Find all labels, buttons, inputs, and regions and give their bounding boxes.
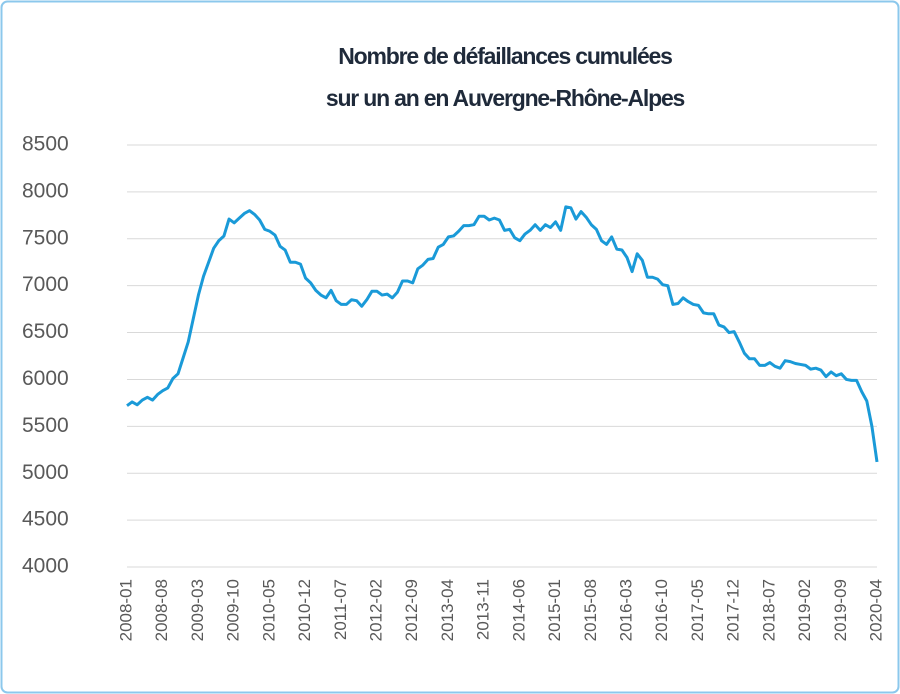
x-tick-label: 2017-12 xyxy=(724,579,743,641)
x-tick-label: 2009-10 xyxy=(224,579,243,641)
x-tick-label: 2008-08 xyxy=(152,579,171,641)
x-tick-label: 2008-01 xyxy=(116,579,135,641)
y-tick-label: 8500 xyxy=(22,133,69,156)
y-tick-label: 4500 xyxy=(22,508,69,531)
x-tick-label: 2010-05 xyxy=(259,579,278,641)
chart-title: Nombre de défaillances cumulées xyxy=(338,43,672,69)
data-line xyxy=(126,205,879,463)
x-tick-label: 2019-02 xyxy=(795,579,814,641)
x-tick-label: 2015-08 xyxy=(581,579,600,641)
y-tick-label: 8000 xyxy=(22,179,69,202)
x-tick-label: 2014-06 xyxy=(509,579,528,641)
chart-title: sur un an en Auvergne-Rhône-Alpes xyxy=(326,85,685,111)
x-tick-label: 2013-11 xyxy=(474,579,493,640)
x-tick-label: 2010-12 xyxy=(295,579,314,641)
x-tick-label: 2011-07 xyxy=(331,579,350,640)
x-tick-label: 2012-09 xyxy=(402,579,421,641)
x-tick-label: 2019-09 xyxy=(831,579,850,641)
x-tick-label: 2009-03 xyxy=(188,579,207,641)
x-tick-label: 2015-01 xyxy=(545,579,564,641)
y-tick-label: 6000 xyxy=(22,367,69,390)
y-tick-label: 6500 xyxy=(22,320,69,343)
y-tick-label: 4000 xyxy=(22,555,69,578)
x-tick-label: 2013-04 xyxy=(438,579,457,641)
x-tick-label: 2020-04 xyxy=(866,579,885,641)
x-tick-label: 2016-03 xyxy=(616,579,635,641)
x-tick-label: 2018-07 xyxy=(759,579,778,641)
x-tick-label: 2012-02 xyxy=(366,579,385,641)
y-tick-label: 5500 xyxy=(22,414,69,437)
y-tick-label: 7500 xyxy=(22,226,69,249)
y-tick-label: 7000 xyxy=(22,273,69,296)
y-tick-label: 5000 xyxy=(22,461,69,484)
x-tick-label: 2017-05 xyxy=(688,579,707,641)
x-tick-label: 2016-10 xyxy=(652,579,671,641)
